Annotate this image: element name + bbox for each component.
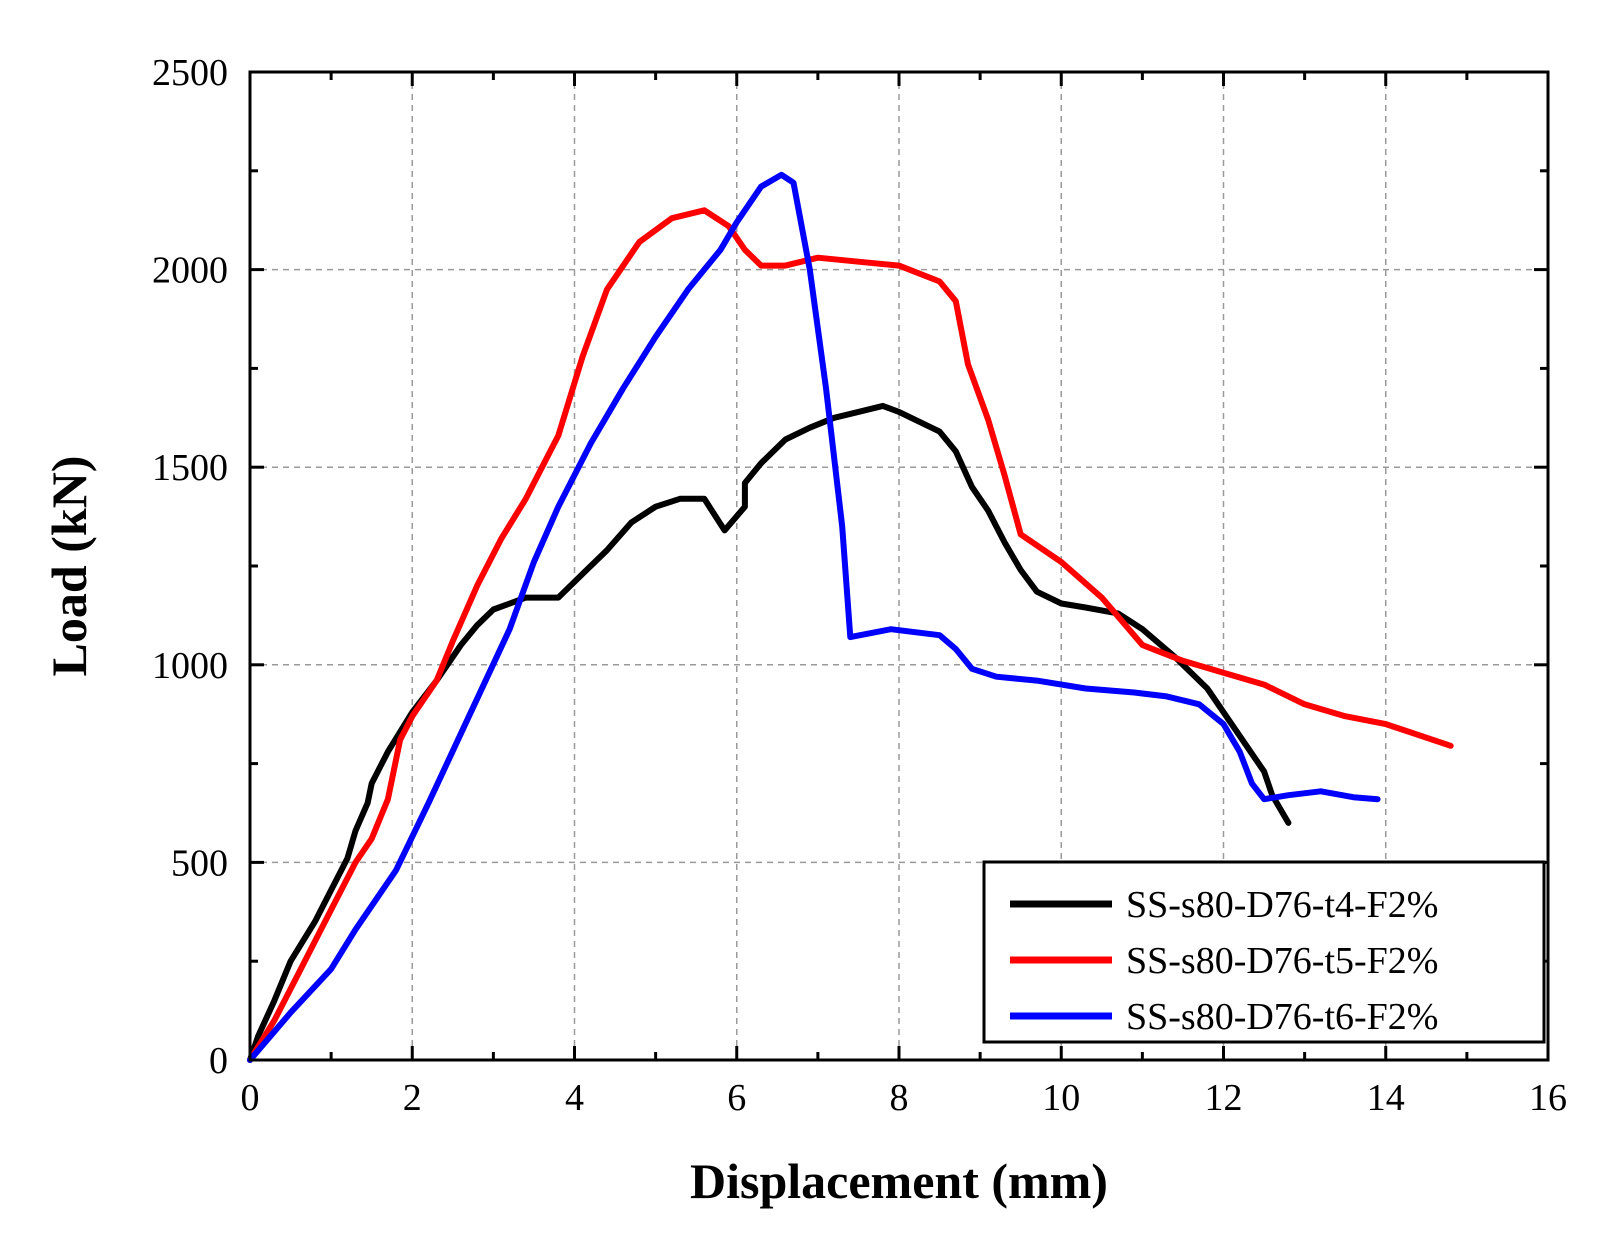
y-tick-label: 1000	[152, 645, 228, 687]
x-tick-label: 16	[1529, 1077, 1567, 1119]
legend-label-3: SS-s80-D76-t6-F2%	[1126, 996, 1438, 1038]
y-tick-label: 2000	[152, 250, 228, 292]
y-tick-label: 0	[209, 1040, 228, 1082]
x-tick-label: 0	[241, 1077, 260, 1119]
y-tick-label: 1500	[152, 447, 228, 489]
series-line-1	[247, 402, 1292, 1063]
y-tick-label: 500	[171, 842, 228, 884]
x-tick-label: 4	[565, 1077, 584, 1119]
x-tick-label: 2	[403, 1077, 422, 1119]
y-tick-label: 2500	[152, 52, 228, 94]
x-tick-label: 10	[1042, 1077, 1080, 1119]
x-tick-label: 12	[1205, 1077, 1243, 1119]
x-tick-label: 8	[890, 1077, 909, 1119]
series-line-2	[247, 207, 1454, 1063]
y-axis-title: Load (kN)	[41, 456, 97, 677]
x-tick-label: 6	[727, 1077, 746, 1119]
legend-box	[982, 860, 1546, 1044]
legend-label-1: SS-s80-D76-t4-F2%	[1126, 884, 1438, 926]
legend-label-2: SS-s80-D76-t5-F2%	[1126, 940, 1438, 982]
series-layer	[247, 171, 1454, 1063]
tick-labels: 0 2 4 6 8 10 12 14 16 0 500 1000 1500 2000 2500	[152, 52, 1567, 1119]
legend: SS-s80-D76-t4-F2% SS-s80-D76-t5-F2% SS-s80…	[982, 860, 1546, 1044]
series-line-3	[247, 171, 1381, 1063]
x-axis-title: Displacement (mm)	[690, 1153, 1108, 1209]
x-tick-label: 14	[1367, 1077, 1405, 1119]
